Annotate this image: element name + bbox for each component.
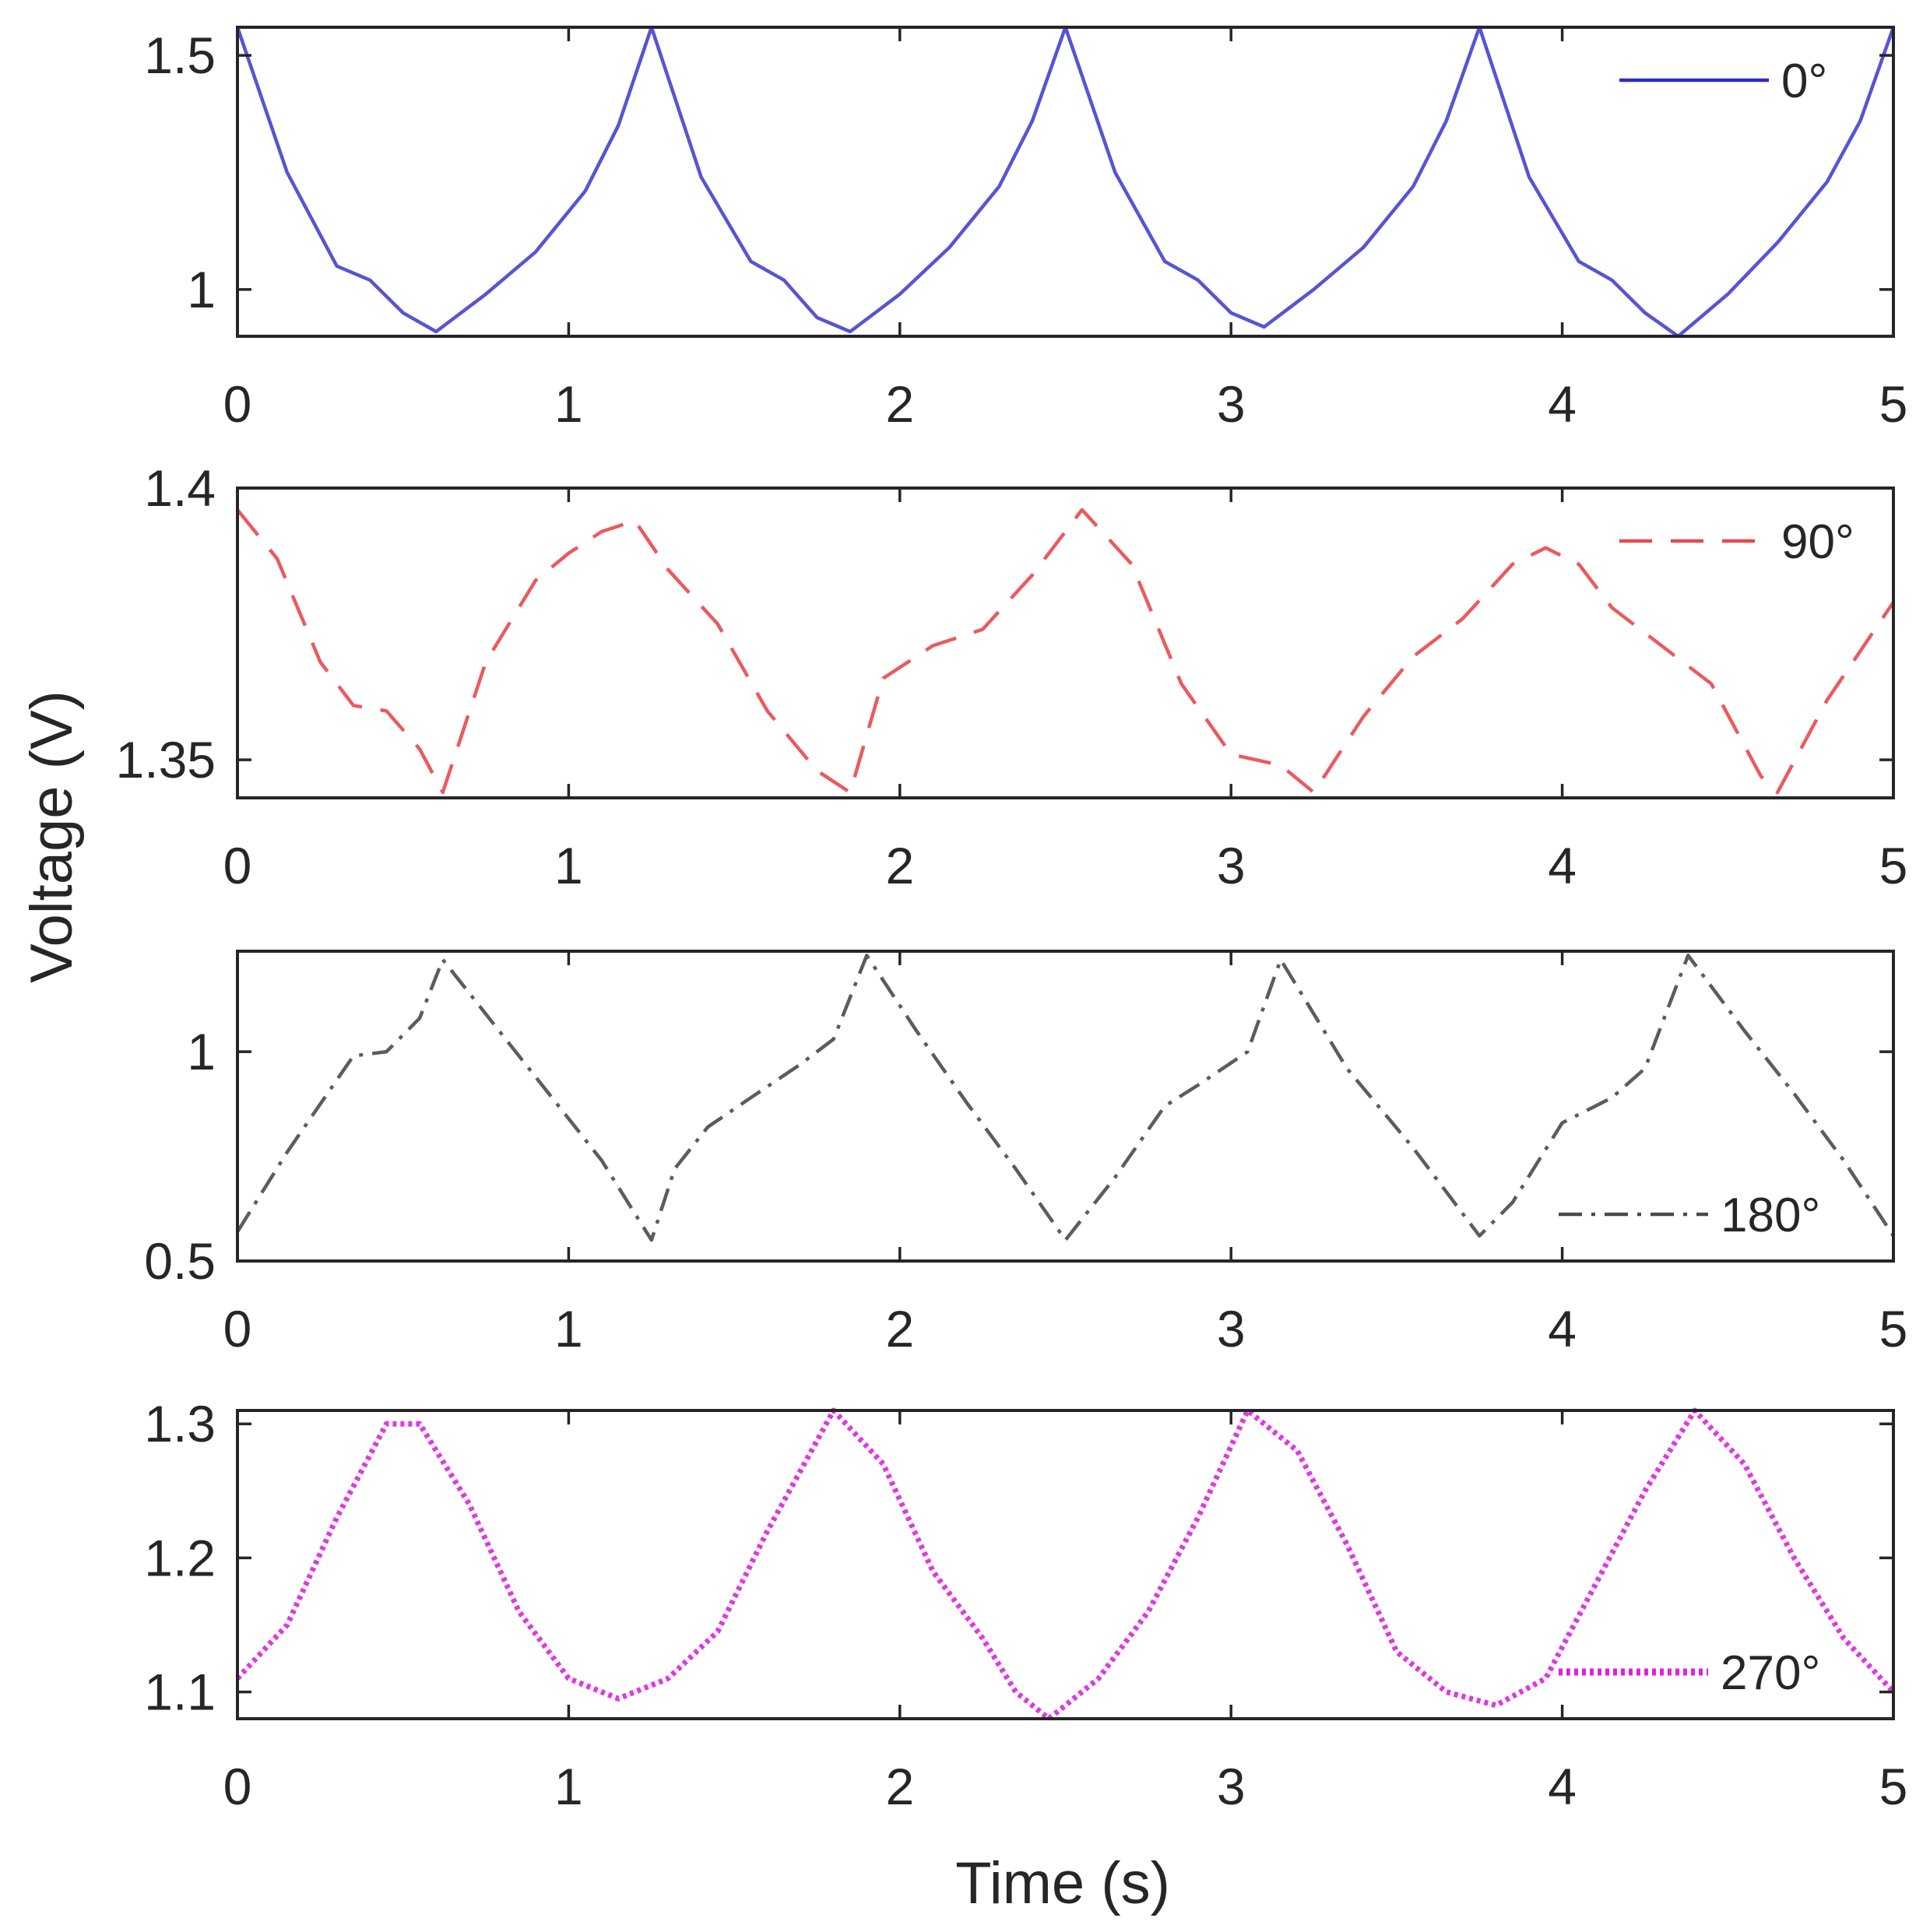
legend: 90° bbox=[1619, 515, 1854, 569]
x-tick-label: 0 bbox=[223, 837, 252, 894]
y-tick-label: 1.35 bbox=[116, 731, 216, 789]
legend-label: 90° bbox=[1781, 515, 1854, 569]
axes-box bbox=[236, 950, 1895, 1263]
y-tick-label: 1.3 bbox=[144, 1395, 216, 1453]
x-tick-label: 4 bbox=[1548, 1758, 1577, 1815]
y-tick-label: 1.4 bbox=[144, 459, 216, 517]
legend: 270° bbox=[1559, 1646, 1820, 1700]
y-axis-title: Voltage (V) bbox=[19, 690, 85, 983]
x-tick-label: 3 bbox=[1217, 1758, 1246, 1815]
x-tick-label: 1 bbox=[554, 375, 583, 433]
x-tick-label: 1 bbox=[554, 1758, 583, 1815]
legend-label: 0° bbox=[1781, 54, 1827, 108]
x-tick-label: 3 bbox=[1217, 837, 1246, 894]
x-tick-label: 4 bbox=[1548, 837, 1577, 894]
x-tick-label: 0 bbox=[223, 1758, 252, 1815]
x-tick-label: 2 bbox=[885, 1758, 914, 1815]
x-axis-title: Time (s) bbox=[955, 1850, 1170, 1916]
x-tick-label: 4 bbox=[1548, 375, 1577, 433]
y-tick-label: 1 bbox=[187, 1023, 216, 1080]
x-tick-label: 5 bbox=[1879, 1300, 1908, 1358]
x-tick-label: 5 bbox=[1879, 837, 1908, 894]
subplot-2: 0 1 2 3 4 5 1.35 1.4 90° bbox=[116, 459, 1908, 894]
subplot-4: 0 1 2 3 4 5 1.1 1.2 1.3 270° bbox=[144, 1395, 1907, 1815]
x-tick-label: 0 bbox=[223, 375, 252, 433]
x-tick-label: 1 bbox=[554, 1300, 583, 1358]
y-tick-label: 1.1 bbox=[144, 1663, 216, 1721]
axes-box bbox=[236, 26, 1895, 338]
subplot-3: 0 1 2 3 4 5 0.5 1 180° bbox=[144, 950, 1908, 1358]
y-tick-label: 0.5 bbox=[144, 1232, 216, 1290]
series-line bbox=[235, 25, 1896, 339]
x-tick-label: 2 bbox=[885, 375, 914, 433]
y-tick-label: 1 bbox=[187, 261, 216, 318]
x-tick-label: 3 bbox=[1217, 375, 1246, 433]
series-line bbox=[236, 508, 1895, 795]
x-tick-label: 4 bbox=[1548, 1300, 1577, 1358]
x-tick-label: 2 bbox=[885, 837, 914, 894]
legend-label: 180° bbox=[1721, 1189, 1820, 1242]
x-tick-label: 3 bbox=[1217, 1300, 1246, 1358]
legend-label: 270° bbox=[1721, 1646, 1820, 1700]
axes-box bbox=[236, 487, 1895, 799]
x-tick-label: 5 bbox=[1879, 1758, 1908, 1815]
x-tick-label: 5 bbox=[1879, 375, 1908, 433]
legend: 0° bbox=[1619, 54, 1827, 108]
series-line bbox=[236, 954, 1895, 1242]
x-tick-label: 2 bbox=[885, 1300, 914, 1358]
x-tick-label: 0 bbox=[223, 1300, 252, 1358]
axes-box bbox=[236, 1409, 1895, 1720]
subplot-1: 0 1 2 3 4 511.5 0° bbox=[144, 25, 1908, 433]
x-tick-label: 1 bbox=[554, 837, 583, 894]
y-tick-label: 1.5 bbox=[144, 26, 216, 84]
legend: 180° bbox=[1559, 1189, 1820, 1242]
y-tick-label: 1.2 bbox=[144, 1529, 216, 1586]
